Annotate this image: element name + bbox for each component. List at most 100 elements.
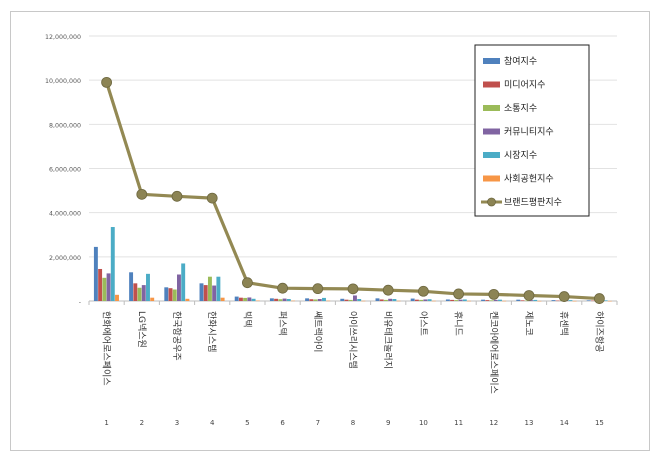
- x-rank-label: 7: [316, 419, 320, 427]
- bar: [396, 300, 401, 302]
- line-point: [558, 291, 570, 302]
- chart-frame: - 2,000,000 4,000,000 6,000,000 8,000,000 10,…: [10, 11, 650, 451]
- bar: [493, 299, 498, 301]
- line-point: [523, 290, 535, 301]
- legend-swatch: [483, 105, 500, 111]
- legend-label: 참여지수: [504, 55, 537, 67]
- bar: [146, 273, 150, 301]
- x-category-label: 하이즈항공: [593, 311, 604, 352]
- bar: [234, 296, 239, 301]
- bar: [247, 297, 252, 301]
- line-point: [488, 288, 500, 300]
- bar: [326, 300, 331, 302]
- bar: [177, 274, 181, 301]
- bar: [489, 300, 494, 301]
- line-point: [594, 293, 605, 304]
- legend-label: 사회공헌지수: [504, 174, 554, 185]
- bar: [251, 298, 256, 301]
- bar: [243, 297, 248, 301]
- bar: [361, 300, 366, 302]
- brand-reputation-chart: - 2,000,000 4,000,000 6,000,000 8,000,000 10,…: [45, 34, 618, 427]
- line-point: [241, 277, 253, 289]
- x-rank-label: 13: [525, 419, 534, 427]
- bar: [537, 300, 542, 302]
- bar: [529, 300, 533, 301]
- bar: [485, 300, 490, 301]
- line-point: [136, 188, 148, 200]
- bar: [357, 299, 362, 301]
- bar: [344, 299, 349, 301]
- bar: [305, 298, 310, 301]
- bar: [129, 272, 134, 301]
- bar: [516, 299, 521, 301]
- legend-label: 시장지수: [504, 150, 537, 161]
- bar: [348, 299, 353, 301]
- x-rank-label: 5: [245, 419, 249, 427]
- x-category-label: LG넥스원: [136, 311, 147, 348]
- bar: [586, 300, 591, 301]
- bar: [590, 300, 595, 302]
- line-series-group: [101, 76, 605, 304]
- bar: [106, 273, 111, 301]
- bar: [498, 299, 502, 301]
- x-category-label: 퍼스텍: [277, 311, 288, 336]
- bar: [110, 227, 115, 301]
- y-axis: - 2,000,000 4,000,000 6,000,000 8,000,000 10,…: [45, 34, 81, 306]
- bar: [524, 300, 529, 302]
- line-point: [277, 282, 289, 294]
- y-tick-label: 12,000,000: [45, 34, 81, 41]
- x-category-label: 제노코: [523, 311, 534, 336]
- line-point: [312, 283, 324, 295]
- bar: [181, 263, 186, 301]
- bar: [419, 299, 424, 301]
- x-rank-label: 8: [351, 419, 355, 427]
- bar: [445, 299, 450, 301]
- y-tick-label: 4,000,000: [49, 211, 81, 218]
- y-tick-label: 10,000,000: [45, 78, 81, 85]
- bar: [572, 300, 577, 302]
- bar: [282, 298, 287, 301]
- bar: [375, 298, 380, 301]
- bar: [212, 285, 217, 301]
- gridlines: [88, 35, 618, 305]
- legend-label: 미디어지수: [504, 80, 545, 91]
- line-point: [171, 190, 183, 202]
- bar: [340, 298, 345, 301]
- bar: [603, 300, 608, 301]
- bar: [502, 300, 507, 302]
- bar: [353, 295, 357, 301]
- bar: [607, 300, 612, 302]
- bar: [216, 276, 221, 301]
- legend-swatch: [483, 58, 500, 64]
- bar: [317, 299, 322, 301]
- bar: [568, 300, 573, 301]
- legend-swatch: [483, 81, 500, 88]
- bar-series-group: [93, 227, 612, 302]
- x-category-label: 휴센텍: [558, 311, 569, 336]
- x-rank-label: 10: [419, 419, 428, 427]
- bar: [551, 300, 556, 301]
- bar: [423, 299, 428, 301]
- x-rank-label: 2: [140, 419, 144, 427]
- x-category-label: 휴니드: [453, 311, 464, 336]
- x-rank-label: 4: [210, 419, 215, 427]
- bar: [286, 299, 291, 301]
- bar: [520, 300, 525, 301]
- bar: [150, 297, 155, 301]
- bar: [98, 268, 103, 301]
- bar: [467, 300, 471, 302]
- y-tick-label: 8,000,000: [49, 122, 81, 129]
- legend-label: 커뮤니티지수: [504, 127, 554, 138]
- bar: [220, 297, 225, 301]
- bar: [313, 299, 318, 301]
- bar: [133, 283, 138, 301]
- bar: [141, 285, 146, 301]
- bar: [309, 299, 314, 301]
- bar: [168, 288, 173, 301]
- bar: [533, 299, 538, 301]
- legend-swatch: [483, 128, 500, 135]
- bar: [450, 299, 455, 301]
- x-axis: 한화에어로스페이스 1 LG넥스원 2 한국항공우주 3 한화시스템 4 빅텍 5 퍼스텍 6 쎄트렉아…: [101, 311, 605, 427]
- bar: [462, 299, 467, 301]
